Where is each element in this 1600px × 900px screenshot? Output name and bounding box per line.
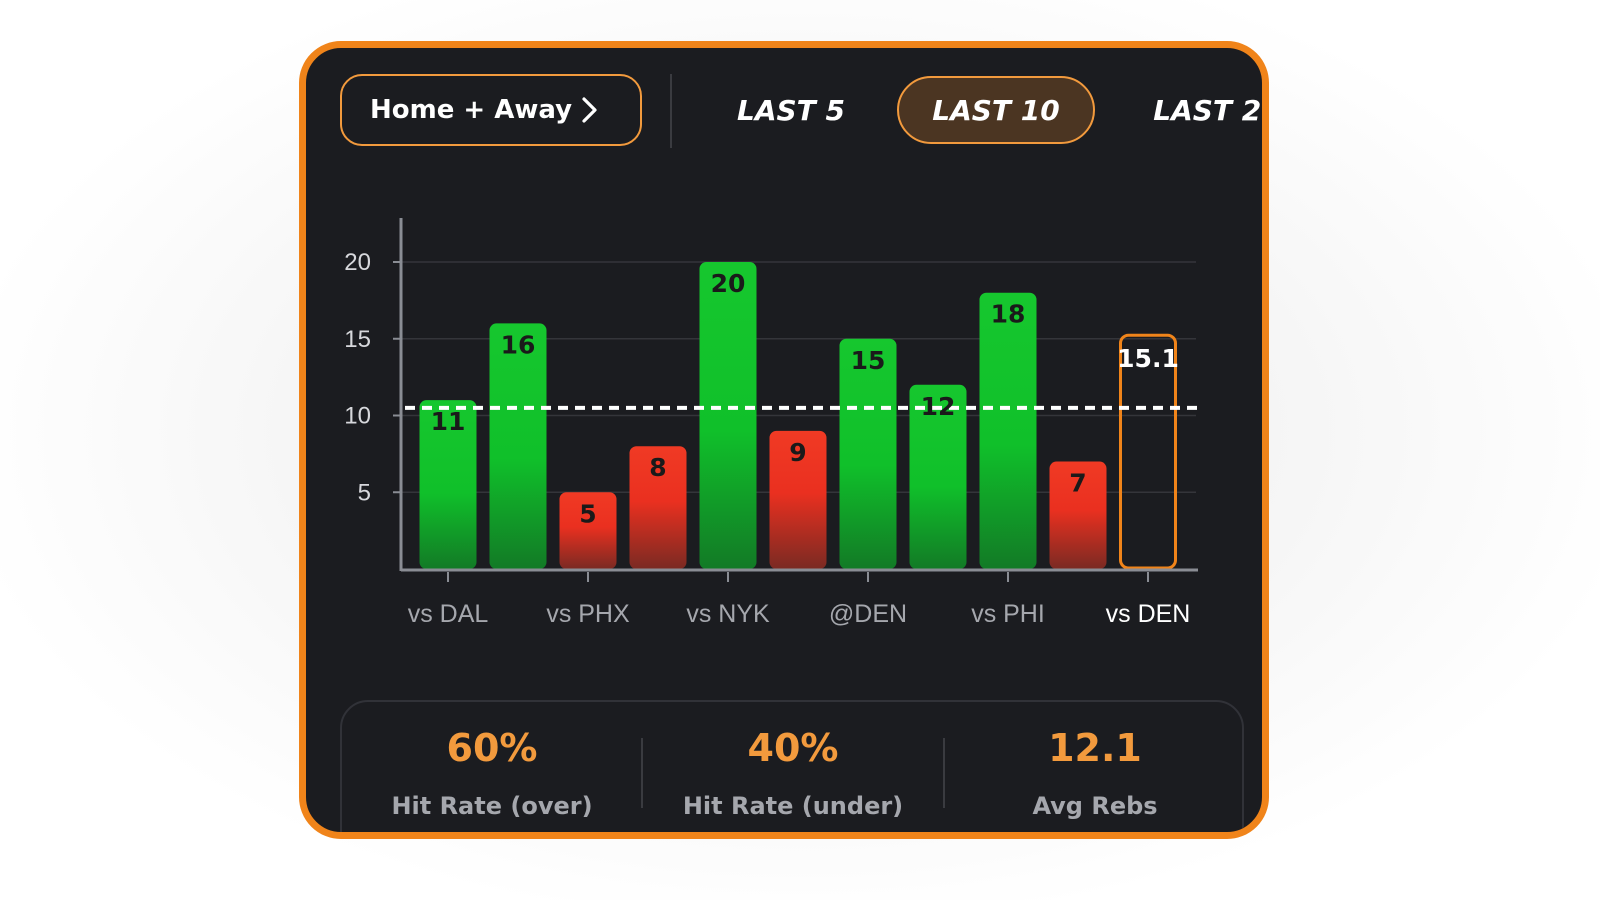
home-away-filter-button[interactable]: Home + Away (340, 74, 642, 146)
stat-hit-rate-under: 40% Hit Rate (under) (643, 702, 943, 820)
bar-over[interactable] (489, 323, 547, 569)
stat-divider (641, 738, 643, 808)
bar-over[interactable] (979, 292, 1037, 569)
bar-under[interactable] (559, 492, 617, 569)
bar-value-label: 15.1 (1117, 344, 1179, 373)
x-tick-label: vs PHI (971, 600, 1045, 628)
y-tick-label: 20 (344, 249, 371, 276)
bar-value-label: 18 (991, 300, 1026, 329)
bar-value-label: 5 (579, 499, 596, 528)
stat-avg-rebs-label: Avg Rebs (1032, 792, 1158, 820)
x-tick-label: vs DAL (408, 600, 489, 628)
bar-value-label: 8 (649, 453, 666, 482)
rebounds-bar-chart: 5 10 15 20 vs DAL vs PHX vs NYK @DEN vs PHI vs DE… (344, 218, 1200, 628)
bar-value-label: 11 (431, 407, 466, 436)
tab-last-5[interactable]: LAST 5 (716, 76, 866, 144)
bar-under[interactable] (629, 446, 687, 569)
bar-value-label: 16 (501, 330, 536, 359)
x-tick-label: @DEN (829, 600, 907, 628)
stat-hit-rate-under-label: Hit Rate (under) (682, 792, 904, 820)
bar-over[interactable] (419, 400, 477, 569)
bar-value-label: 15 (851, 346, 886, 375)
tab-last-5-label: LAST 5 (736, 93, 845, 127)
bar-under[interactable] (769, 430, 827, 569)
stat-avg-rebs: 12.1 Avg Rebs (945, 702, 1245, 820)
player-prop-card: Home + Away LAST 5 LAST 10 LAST 20 (299, 41, 1269, 839)
bar-under[interactable] (1049, 461, 1107, 569)
x-tick-label: vs DEN (1106, 600, 1191, 628)
tab-last-20-label: LAST 20 (1153, 93, 1269, 127)
stat-hit-rate-over-label: Hit Rate (over) (391, 792, 593, 820)
y-tick-label: 5 (358, 479, 371, 506)
stat-hit-rate-over: 60% Hit Rate (over) (342, 702, 642, 820)
tab-last-10[interactable]: LAST 10 (897, 76, 1095, 144)
y-tick-label: 15 (344, 326, 371, 353)
x-tick-label: vs NYK (686, 600, 770, 628)
bar-over[interactable] (699, 262, 757, 569)
tab-last-10-label: LAST 10 (932, 93, 1060, 127)
home-away-filter-label: Home + Away (370, 95, 573, 125)
header-divider (670, 74, 672, 148)
stat-hit-rate-under-value: 40% (747, 726, 839, 770)
bar-over[interactable] (909, 384, 967, 569)
stats-panel: 60% Hit Rate (over) 40% Hit Rate (under)… (340, 700, 1245, 832)
bar-over[interactable] (839, 338, 897, 569)
chevron-right-icon (582, 97, 597, 123)
stat-hit-rate-over-value: 60% (446, 726, 538, 770)
bar-value-label: 9 (789, 438, 806, 467)
x-tick-label: vs PHX (546, 600, 630, 628)
stat-avg-rebs-value: 12.1 (1048, 726, 1142, 770)
y-tick-label: 10 (344, 403, 371, 430)
bar-value-label: 12 (921, 392, 956, 421)
projection-bar[interactable] (1119, 333, 1177, 570)
stat-divider (943, 738, 945, 808)
tab-last-20[interactable]: LAST 20 (1132, 76, 1269, 144)
bar-value-label: 7 (1069, 469, 1086, 498)
bar-value-label: 20 (711, 269, 746, 298)
